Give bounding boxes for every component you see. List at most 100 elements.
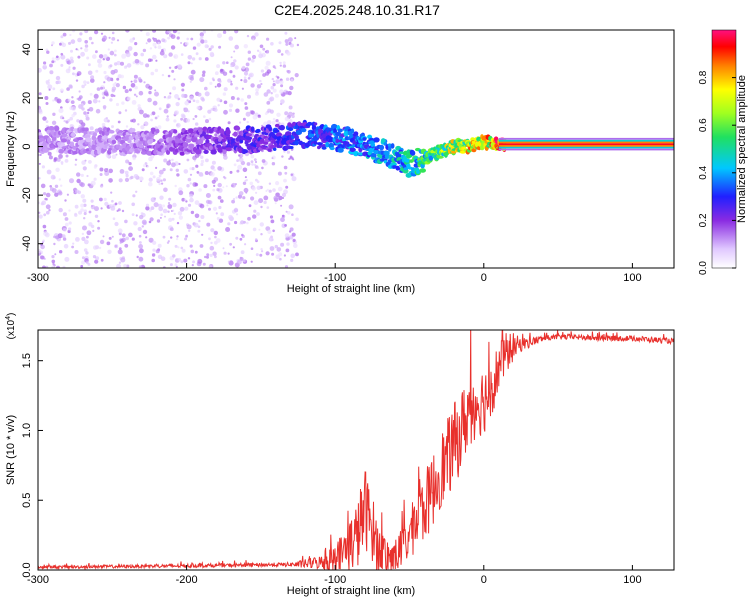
noise-speck <box>60 162 64 166</box>
noise-speck <box>106 241 111 246</box>
noise-speck <box>222 186 225 189</box>
noise-speck <box>174 94 179 99</box>
noise-speck <box>62 265 66 268</box>
noise-speck <box>85 114 89 118</box>
noise-speck <box>129 38 134 43</box>
noise-speck <box>209 253 213 257</box>
noise-speck <box>103 81 106 84</box>
noise-speck <box>172 86 177 91</box>
noise-speck <box>150 118 154 122</box>
noise-speck <box>164 215 166 218</box>
noise-speck <box>189 76 194 81</box>
x-axis-label: Height of straight line (km) <box>287 585 415 597</box>
noise-speck <box>102 35 108 41</box>
noise-speck <box>210 171 215 177</box>
noise-speck <box>291 232 296 237</box>
noise-speck <box>279 64 282 67</box>
noise-speck <box>269 96 275 102</box>
noise-speck <box>186 224 192 230</box>
noise-speck <box>230 96 235 100</box>
noise-speck <box>116 39 120 42</box>
noise-speck <box>210 241 213 245</box>
noise-speck <box>86 111 90 115</box>
noise-speck <box>288 105 293 110</box>
noise-speck <box>88 222 93 227</box>
noise-speck <box>177 246 180 249</box>
noise-speck <box>256 180 260 184</box>
noise-speck <box>66 193 69 196</box>
noise-speck <box>261 124 264 127</box>
noise-speck <box>245 62 250 67</box>
ridge-blob <box>289 146 294 149</box>
noise-speck <box>124 89 129 94</box>
noise-speck <box>280 217 285 223</box>
noise-speck <box>190 69 196 75</box>
noise-speck <box>206 45 209 48</box>
noise-speck <box>186 37 189 41</box>
ridge-blob <box>222 148 227 155</box>
noise-speck <box>162 204 165 208</box>
noise-speck <box>72 72 75 76</box>
noise-speck <box>177 31 181 35</box>
noise-speck <box>234 44 239 50</box>
y-axis-label: Frequency (Hz) <box>5 111 17 187</box>
x-tick-label: -200 <box>176 574 198 586</box>
noise-speck <box>200 174 204 177</box>
noise-speck <box>102 58 106 61</box>
noise-speck <box>192 46 197 50</box>
noise-speck <box>64 159 69 163</box>
tone-band <box>498 137 674 140</box>
noise-speck <box>199 244 204 248</box>
x-tick-label: 100 <box>623 574 641 586</box>
noise-speck <box>45 102 49 105</box>
noise-speck <box>229 242 233 246</box>
noise-speck <box>99 197 103 202</box>
noise-speck <box>100 258 104 262</box>
noise-speck <box>290 78 294 82</box>
noise-speck <box>206 222 211 227</box>
noise-speck <box>133 221 138 226</box>
ridge-blob <box>233 131 238 137</box>
noise-speck <box>117 120 121 124</box>
noise-speck <box>223 109 228 115</box>
noise-speck <box>125 174 129 178</box>
ridge-blob <box>387 146 392 152</box>
noise-speck <box>145 42 148 45</box>
noise-speck <box>92 229 95 232</box>
tone-band <box>498 144 674 147</box>
ridge-blob <box>351 144 356 148</box>
ridge-blob <box>306 121 313 126</box>
noise-speck <box>176 36 180 40</box>
y-tick-label: -20 <box>21 187 33 203</box>
noise-speck <box>196 42 201 47</box>
x-axis-label: Height of straight line (km) <box>287 283 415 295</box>
noise-speck <box>212 188 216 192</box>
noise-speck <box>242 259 246 263</box>
noise-speck <box>199 203 205 209</box>
ridge-blob <box>177 133 182 139</box>
noise-speck <box>191 264 194 267</box>
ridge-blob <box>239 139 244 143</box>
noise-speck <box>38 211 41 214</box>
noise-speck <box>150 206 155 211</box>
ridge-blob <box>300 128 307 133</box>
noise-speck <box>194 213 200 219</box>
noise-speck <box>88 36 93 41</box>
scale-factor-base: (x10 <box>6 319 17 339</box>
ridge-blob <box>272 147 277 151</box>
x-tick-label: -300 <box>27 272 49 284</box>
noise-speck <box>70 39 76 44</box>
noise-speck <box>121 209 125 213</box>
noise-speck <box>243 187 249 193</box>
noise-speck <box>76 119 80 123</box>
noise-speck <box>263 195 269 201</box>
ridge-blob <box>403 167 409 171</box>
noise-speck <box>169 168 173 172</box>
noise-speck <box>200 155 204 159</box>
ridge-blob <box>47 137 51 144</box>
noise-speck <box>279 257 282 261</box>
noise-speck <box>150 154 155 159</box>
noise-speck <box>167 202 171 205</box>
noise-speck <box>148 181 153 187</box>
noise-speck <box>124 177 130 182</box>
